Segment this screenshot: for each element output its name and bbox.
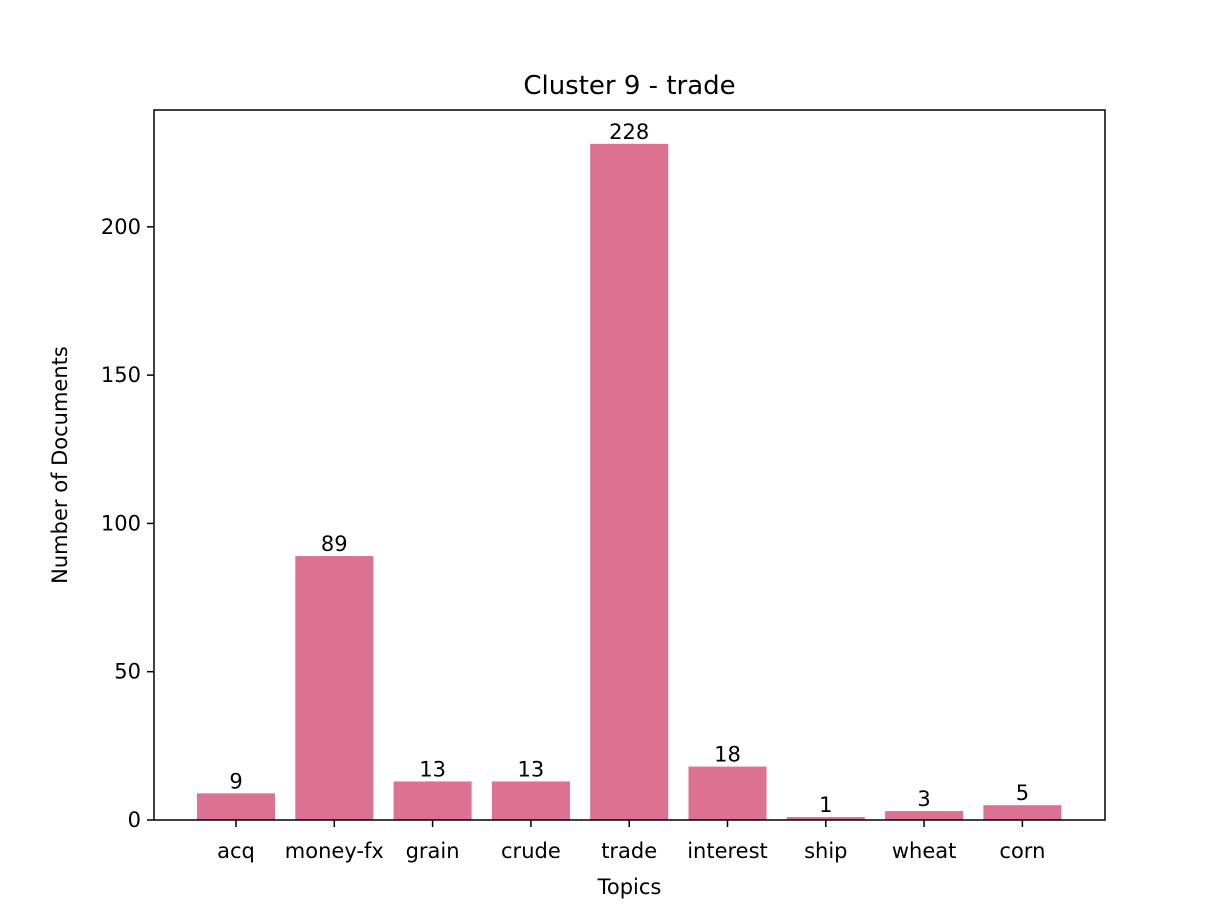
- bar-money-fx: [295, 556, 374, 820]
- chart-title: Cluster 9 - trade: [523, 71, 735, 101]
- data-label-money-fx: 89: [321, 532, 348, 556]
- y-tick-label-150: 150: [101, 363, 141, 387]
- y-tick-label-200: 200: [101, 215, 141, 239]
- data-label-wheat: 3: [917, 787, 930, 811]
- x-tick-label-trade: trade: [601, 839, 657, 863]
- data-label-corn: 5: [1016, 781, 1029, 805]
- x-tick-label-grain: grain: [406, 839, 460, 863]
- x-tick-label-acq: acq: [217, 839, 255, 863]
- plot-area-frame: [153, 109, 1106, 821]
- x-axis-label: Topics: [597, 875, 662, 899]
- x-tick-label-crude: crude: [501, 839, 561, 863]
- y-axis-ticks: 0 50 100 150 200: [101, 215, 154, 832]
- bar-ship: [786, 817, 865, 820]
- data-label-acq: 9: [229, 769, 242, 793]
- bars-group: [197, 143, 1062, 821]
- y-axis-label: Number of Documents: [48, 346, 72, 584]
- data-label-ship: 1: [819, 793, 832, 817]
- bar-acq: [197, 793, 275, 820]
- bar-interest: [688, 766, 767, 820]
- x-tick-label-ship: ship: [804, 839, 847, 863]
- data-label-interest: 18: [714, 743, 741, 767]
- x-tick-label-interest: interest: [687, 839, 768, 863]
- x-tick-label-money-fx: money-fx: [285, 839, 384, 863]
- x-tick-label-wheat: wheat: [892, 839, 957, 863]
- x-axis-ticks: acq money-fx grain crude trade interest ship wh…: [217, 820, 1045, 863]
- y-tick-label-100: 100: [101, 511, 141, 535]
- y-tick-label-50: 50: [114, 660, 141, 684]
- data-label-trade: 228: [609, 120, 649, 144]
- bar-grain: [393, 781, 472, 820]
- bar-trade: [590, 143, 669, 821]
- data-label-crude: 13: [518, 757, 545, 781]
- bar-corn: [983, 805, 1062, 820]
- bar-wheat: [885, 811, 964, 820]
- bar-crude: [491, 781, 570, 820]
- y-tick-label-0: 0: [128, 808, 141, 832]
- data-label-grain: 13: [419, 757, 446, 781]
- x-tick-label-corn: corn: [999, 839, 1045, 863]
